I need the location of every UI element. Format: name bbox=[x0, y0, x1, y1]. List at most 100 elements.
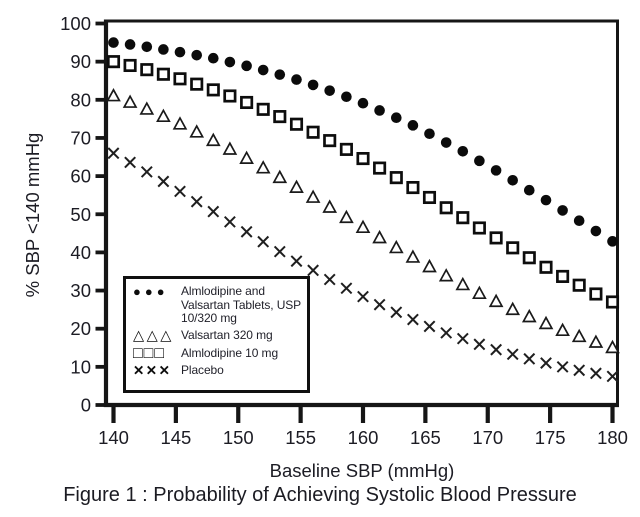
open-triangle-point bbox=[555, 322, 570, 337]
filled-circle-point bbox=[108, 37, 119, 48]
legend-label-line: 10/320 mg bbox=[181, 311, 237, 325]
open-square-point bbox=[539, 260, 553, 274]
open-triangle-point bbox=[455, 276, 471, 291]
open-square-point bbox=[240, 95, 254, 110]
x-cross-point bbox=[473, 338, 486, 351]
y-tick-label: 10 bbox=[70, 356, 91, 377]
x-cross-point bbox=[190, 195, 203, 208]
open-square-point bbox=[506, 241, 520, 255]
open-square-point bbox=[123, 58, 137, 73]
y-tick-label: 50 bbox=[70, 204, 91, 225]
open-square-point bbox=[289, 117, 304, 131]
legend-item-placebo: ✕✕✕ Placebo bbox=[133, 362, 304, 378]
open-triangle-point bbox=[139, 101, 155, 115]
filled-circle-point bbox=[407, 120, 419, 131]
x-cross-point bbox=[290, 255, 303, 268]
open-square-point bbox=[173, 72, 187, 86]
legend-label-line: Valsartan Tablets, USP bbox=[181, 297, 302, 312]
y-tick-label: 70 bbox=[70, 127, 91, 148]
y-tick-label: 90 bbox=[70, 51, 91, 72]
y-tick-label: 60 bbox=[70, 166, 91, 187]
open-square-point bbox=[472, 221, 486, 235]
open-square-point bbox=[206, 83, 220, 97]
legend-label-line: Valsartan 320 mg bbox=[181, 328, 273, 342]
filled-circle-point bbox=[424, 128, 435, 140]
open-square-point bbox=[456, 211, 470, 225]
x-cross-point bbox=[573, 364, 586, 377]
open-square-point bbox=[156, 67, 170, 81]
open-square-point bbox=[389, 171, 403, 185]
x-cross-point bbox=[157, 175, 170, 188]
open-triangle-point bbox=[538, 315, 554, 330]
x-cross-point bbox=[273, 245, 286, 258]
open-triangle-point bbox=[521, 308, 537, 323]
open-triangle-point bbox=[355, 219, 371, 234]
filled-circle-point bbox=[274, 69, 286, 80]
filled-circle-point bbox=[158, 44, 169, 55]
y-tick-label: 80 bbox=[70, 89, 91, 110]
filled-circle-point bbox=[191, 49, 203, 61]
legend-label-valsartan: Valsartan 320 mg bbox=[181, 328, 273, 343]
open-triangle-point bbox=[239, 150, 254, 165]
open-square-point bbox=[140, 63, 154, 77]
open-triangle-point bbox=[272, 169, 288, 184]
x-cross-marker-icon: ✕✕✕ bbox=[133, 362, 172, 378]
filled-circle-point bbox=[257, 64, 269, 76]
legend-label-line: Placebo bbox=[181, 362, 224, 377]
open-triangle-point bbox=[222, 141, 238, 155]
x-cross-point bbox=[440, 326, 453, 339]
open-square-point bbox=[273, 110, 287, 124]
x-cross-point bbox=[257, 235, 270, 248]
x-tick-label: 150 bbox=[223, 427, 254, 448]
filled-circle-point bbox=[124, 39, 136, 50]
y-tick-label: 20 bbox=[70, 318, 91, 339]
x-cross-point bbox=[423, 320, 436, 333]
x-tick-label: 170 bbox=[472, 427, 503, 448]
x-cross-point bbox=[590, 367, 602, 380]
open-square-point bbox=[356, 152, 370, 166]
y-tick-label: 100 bbox=[60, 13, 91, 34]
filled-circle-point bbox=[307, 79, 319, 91]
open-triangle-point bbox=[289, 179, 304, 193]
legend-label-amlodipine: Almlodipine 10 mg bbox=[181, 345, 279, 361]
open-triangle-point bbox=[305, 189, 321, 203]
x-cross-point bbox=[556, 360, 569, 373]
y-tick-label: 0 bbox=[81, 395, 91, 416]
x-cross-point bbox=[340, 282, 353, 295]
filled-circle-point bbox=[224, 56, 236, 68]
filled-circle-point bbox=[573, 215, 585, 227]
x-tick-label: 140 bbox=[98, 427, 129, 448]
open-triangle-point bbox=[488, 293, 504, 308]
x-cross-point bbox=[124, 156, 136, 169]
x-tick-label: 175 bbox=[535, 427, 566, 448]
legend-item-amlodipine: □□□ Almlodipine 10 mg bbox=[133, 345, 304, 361]
open-triangle-point bbox=[372, 229, 387, 244]
open-triangle-point bbox=[122, 94, 138, 108]
filled-circle-point bbox=[341, 91, 352, 103]
open-square-point bbox=[339, 142, 353, 156]
x-tick-label: 155 bbox=[285, 427, 316, 448]
open-square-point bbox=[439, 201, 453, 215]
filled-circle-point bbox=[374, 105, 385, 116]
x-tick-label: 160 bbox=[348, 427, 379, 448]
filled-circle-point bbox=[523, 184, 535, 196]
legend-label-line: Almlodipine and bbox=[181, 284, 265, 298]
open-triangle-point bbox=[438, 268, 454, 282]
x-cross-point bbox=[140, 165, 153, 178]
filled-circle-point bbox=[457, 146, 469, 157]
filled-circle-point bbox=[490, 165, 502, 176]
x-cross-point bbox=[506, 348, 519, 361]
open-square-point bbox=[256, 102, 270, 116]
filled-circle-point bbox=[208, 52, 219, 64]
filled-circle-marker-icon: ●●● bbox=[133, 284, 169, 299]
x-cross-point bbox=[223, 215, 236, 228]
x-tick-label: 145 bbox=[160, 427, 191, 448]
open-triangle-point bbox=[388, 239, 404, 254]
x-cross-point bbox=[357, 290, 369, 303]
open-square-point bbox=[422, 190, 437, 205]
open-triangle-point bbox=[205, 132, 221, 147]
legend-label-line: Almlodipine 10 mg bbox=[181, 345, 279, 360]
open-square-point bbox=[190, 77, 204, 91]
